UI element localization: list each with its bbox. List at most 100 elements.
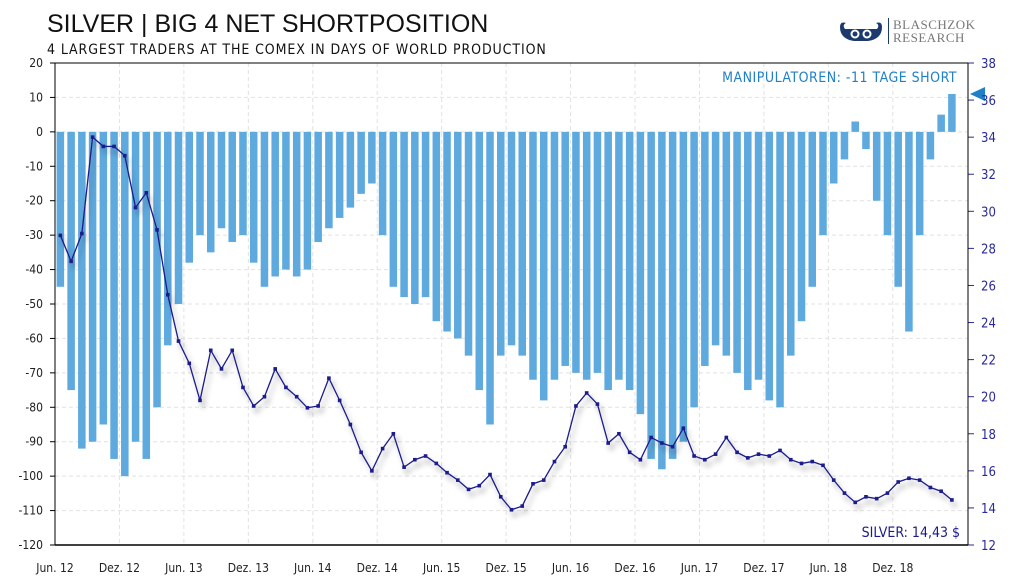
bar-net-short (615, 131, 623, 380)
silver-price-marker (627, 450, 632, 455)
bar-net-short (443, 131, 451, 332)
left-tick-label: -60 (25, 331, 43, 345)
bar-net-short (378, 131, 387, 236)
silver-price-marker (402, 465, 406, 469)
bar-net-short (561, 131, 569, 366)
bar-net-short (862, 131, 870, 150)
bar-net-short (733, 131, 741, 373)
bar-net-short (486, 131, 494, 425)
bar-net-short (550, 131, 559, 380)
bar-net-short (711, 131, 720, 346)
right-tick-label: 26 (981, 279, 996, 294)
silver-price-marker (756, 452, 761, 456)
bar-net-short (679, 131, 688, 442)
silver-price-marker (198, 398, 202, 403)
last-value-marker-icon (970, 86, 985, 101)
bar-net-short (249, 131, 258, 263)
silver-price-marker (638, 457, 643, 462)
bar-net-short (432, 131, 441, 322)
bar-net-short (819, 131, 827, 236)
bar-net-short (690, 131, 698, 408)
silver-price-marker (477, 483, 482, 488)
bar-net-short (260, 131, 269, 287)
bar-net-short (829, 131, 838, 184)
bar-net-short (56, 131, 65, 287)
silver-price-marker (617, 431, 621, 436)
bar-net-short (271, 131, 279, 277)
x-tick-label: Jun. 16 (551, 561, 590, 575)
silver-price-annotation: SILVER: 14,43 $ (862, 525, 960, 541)
silver-price-marker (262, 394, 267, 399)
right-tick-label: 16 (981, 465, 996, 480)
bar-net-short (99, 131, 108, 425)
bar-net-short (78, 131, 86, 449)
bar-net-short (539, 131, 548, 401)
silver-price-marker (767, 454, 772, 458)
left-tick-label: 20 (29, 56, 43, 70)
silver-price-marker (359, 450, 363, 455)
x-tick-label: Dez. 14 (357, 561, 398, 575)
bar-net-short (368, 131, 376, 184)
silver-price-marker (778, 448, 782, 453)
bar-net-short (797, 131, 806, 322)
silver-price-marker (874, 496, 879, 501)
silver-price-marker (692, 454, 696, 458)
silver-price-marker (735, 450, 739, 455)
ship-logo-icon (840, 22, 882, 41)
x-tick-label: Dez. 17 (743, 561, 784, 575)
silver-price-marker (842, 491, 847, 495)
bar-net-short (303, 131, 312, 270)
bar-net-short (722, 131, 731, 356)
silver-price-marker (928, 485, 933, 490)
silver-price-marker (885, 491, 890, 495)
silver-price-marker (123, 153, 127, 158)
silver-price-marker (864, 495, 868, 499)
x-tick-label: Dez. 13 (228, 561, 269, 575)
silver-price-marker (423, 454, 428, 458)
bar-net-short (937, 114, 945, 132)
silver-price-marker (251, 404, 256, 408)
silver-price-marker (455, 478, 460, 482)
silver-price-marker (531, 482, 535, 486)
silver-price-marker (316, 404, 320, 408)
left-tick-label: -90 (25, 435, 43, 449)
left-tick-label: -50 (25, 297, 43, 311)
x-tick-label: Jun. 17 (680, 561, 718, 575)
bar-net-short (765, 131, 774, 401)
silver-price-marker (144, 190, 149, 195)
silver-price-marker (584, 391, 589, 395)
bar-net-short (787, 131, 795, 356)
bar-net-short (217, 131, 226, 229)
silver-price-marker (509, 507, 514, 512)
x-tick-label: Jun. 13 (164, 561, 202, 575)
bar-net-short (808, 131, 817, 287)
right-tick-label: 30 (981, 205, 996, 220)
right-tick-label: 18 (981, 428, 996, 443)
left-tick-label: -20 (25, 194, 43, 208)
bar-net-short (421, 131, 430, 298)
bar-net-short (282, 131, 290, 270)
silver-price-marker (810, 459, 815, 464)
silver-price-marker (176, 339, 181, 343)
x-tick-label: Jun. 15 (422, 561, 460, 575)
silver-price-marker (681, 426, 686, 431)
silver-price-marker (80, 231, 84, 236)
left-tick-label: -110 (19, 504, 44, 518)
x-tick-label: Jun. 18 (809, 561, 848, 575)
bar-net-short (593, 131, 602, 373)
silver-price-marker (305, 406, 310, 410)
bar-net-short (314, 131, 322, 243)
right-tick-label: 12 (981, 539, 996, 554)
bar-net-short (926, 131, 935, 160)
silver-price-marker (606, 441, 610, 445)
silver-price-marker (155, 228, 159, 232)
bar-net-short (228, 131, 236, 243)
left-tick-label: 10 (29, 90, 43, 104)
bar-net-short (507, 131, 516, 346)
bar-net-short (121, 131, 129, 477)
bar-net-short (582, 131, 591, 380)
bar-net-short (647, 131, 655, 459)
left-tick-label: -30 (25, 228, 43, 242)
silver-price-marker (831, 478, 836, 482)
silver-price-marker (853, 500, 858, 505)
